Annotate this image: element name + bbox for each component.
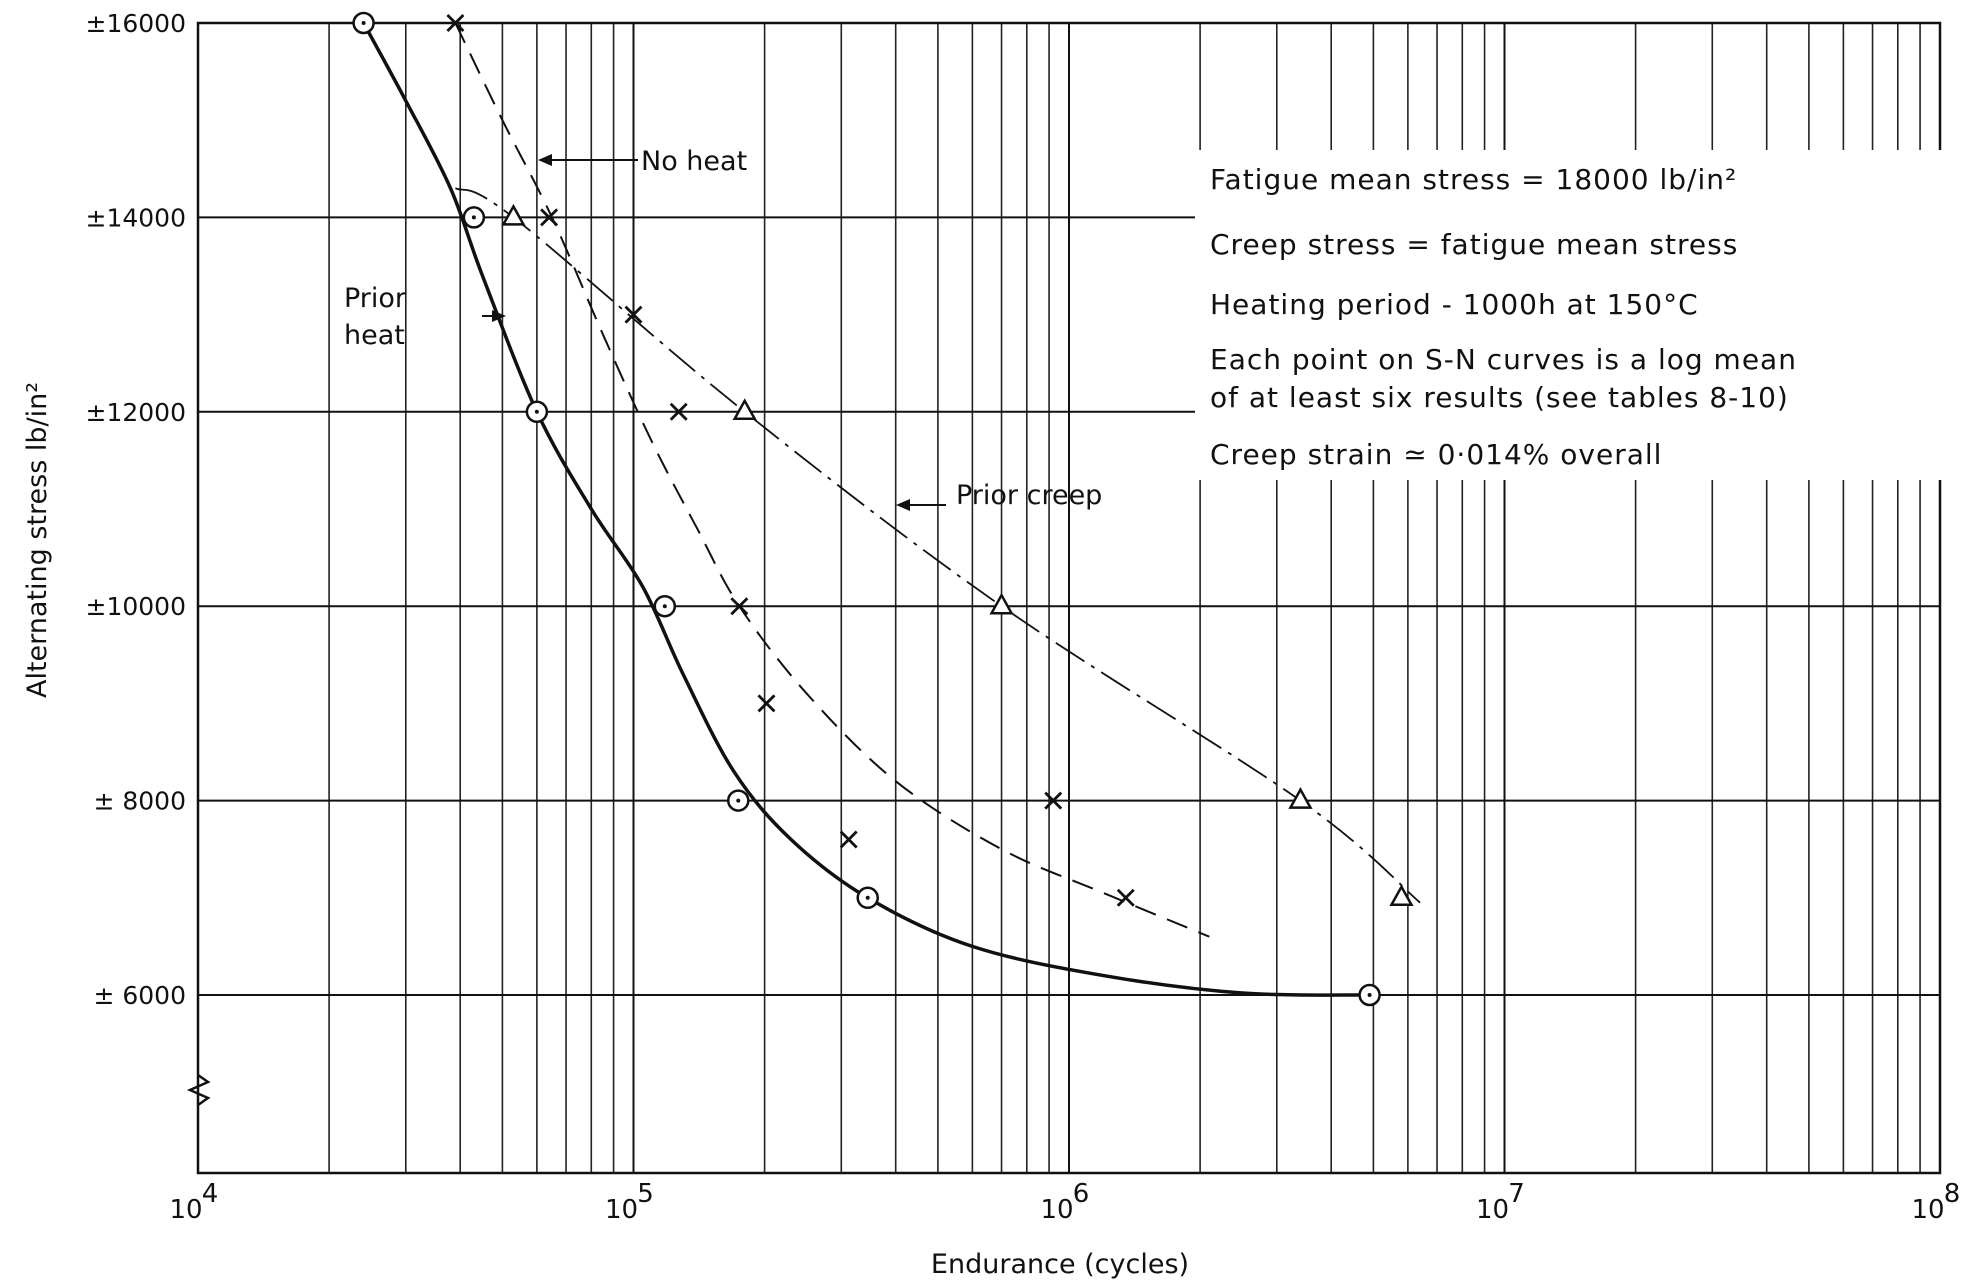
y-tick-label: ± 8000 [93, 787, 186, 816]
annotation-prior-creep-label: Prior creep [956, 480, 1102, 511]
x-axis-label: Endurance (cycles) [931, 1249, 1189, 1280]
x-tick-label: 104 [169, 1179, 218, 1225]
annotation-prior-heat-line1: Prior [344, 283, 407, 314]
annotation-prior-heat-line2: heat [344, 320, 405, 351]
x-tick-exponent: 8 [1944, 1179, 1961, 1209]
y-tick-label: ±12000 [86, 398, 186, 427]
x-tick-label: 108 [1911, 1179, 1960, 1225]
x-tick-base: 10 [169, 1195, 202, 1225]
point-no-heat [730, 597, 749, 616]
point-prior-heat [525, 400, 549, 424]
note-creep-strain: Creep strain ≃ 0·014% overall [1210, 438, 1663, 471]
circle-marker-dot [736, 798, 741, 803]
note-log-mean-1: Each point on S-N curves is a log mean [1210, 343, 1797, 376]
point-prior-heat [352, 11, 375, 35]
point-no-heat [624, 305, 643, 324]
x-tick-label: 106 [1040, 1179, 1089, 1225]
x-tick-exponent: 7 [1508, 1179, 1525, 1209]
circle-marker-dot [662, 604, 667, 609]
x-tick-exponent: 6 [1073, 1179, 1090, 1209]
note-log-mean-2: of at least six results (see tables 8-10… [1210, 381, 1789, 414]
x-tick-base: 10 [605, 1195, 638, 1225]
point-no-heat [839, 830, 858, 849]
point-no-heat [1044, 791, 1063, 810]
point-prior-creep [989, 592, 1014, 615]
curve-no-heat [454, 22, 1210, 938]
point-prior-creep [1389, 884, 1414, 907]
y-tick-label: ±10000 [86, 592, 186, 621]
point-prior-creep [732, 398, 757, 421]
y-tick-label: ±14000 [86, 203, 186, 232]
point-no-heat [669, 402, 688, 421]
y-tick-label: ±16000 [86, 9, 186, 38]
notes-box [1195, 150, 1955, 480]
y-tick-label: ± 6000 [93, 981, 186, 1010]
annotation-no-heat: No heat [538, 146, 747, 177]
axis-break-mark [186, 1073, 211, 1107]
x-tick-label: 105 [605, 1179, 654, 1225]
note-creep-stress: Creep stress = fatigue mean stress [1210, 228, 1739, 261]
annotation-prior-creep: Prior creep [896, 480, 1102, 511]
point-no-heat [540, 208, 559, 227]
circle-marker-dot [361, 21, 366, 25]
x-tick-exponent: 5 [637, 1179, 654, 1209]
point-prior-creep [501, 203, 526, 226]
point-prior-creep [1288, 787, 1313, 809]
point-prior-heat [856, 886, 879, 910]
point-prior-heat [727, 789, 750, 812]
series-markers [352, 11, 1414, 1007]
annotation-no-heat-label: No heat [641, 146, 747, 177]
annotation-prior-heat: Prior heat [344, 283, 506, 351]
plot-frame [196, 21, 1942, 1175]
y-tick-labels: ±16000 ±14000 ±12000 ±10000 ± 8000 ± 6000 [86, 9, 186, 1010]
x-tick-label: 107 [1476, 1179, 1525, 1225]
point-no-heat [757, 694, 776, 713]
circle-marker-dot [471, 215, 476, 220]
point-prior-heat [462, 206, 486, 229]
y-axis-label: Alternating stress lb/in² [22, 382, 53, 698]
curve-prior-heat [362, 22, 1370, 997]
circle-marker-dot [865, 895, 870, 900]
x-tick-base: 10 [1476, 1195, 1509, 1225]
circle-marker-dot [1367, 993, 1372, 997]
note-heating-period: Heating period - 1000h at 150°C [1210, 288, 1699, 321]
x-tick-base: 10 [1040, 1195, 1073, 1225]
circle-marker-dot [534, 409, 539, 414]
point-no-heat [446, 14, 465, 32]
note-mean-stress: Fatigue mean stress = 18000 lb/in² [1210, 163, 1738, 196]
x-tick-exponent: 4 [202, 1179, 219, 1209]
point-prior-heat [1358, 983, 1381, 1007]
point-no-heat [1116, 888, 1135, 907]
point-prior-heat [653, 594, 677, 618]
x-tick-base: 10 [1911, 1195, 1944, 1225]
